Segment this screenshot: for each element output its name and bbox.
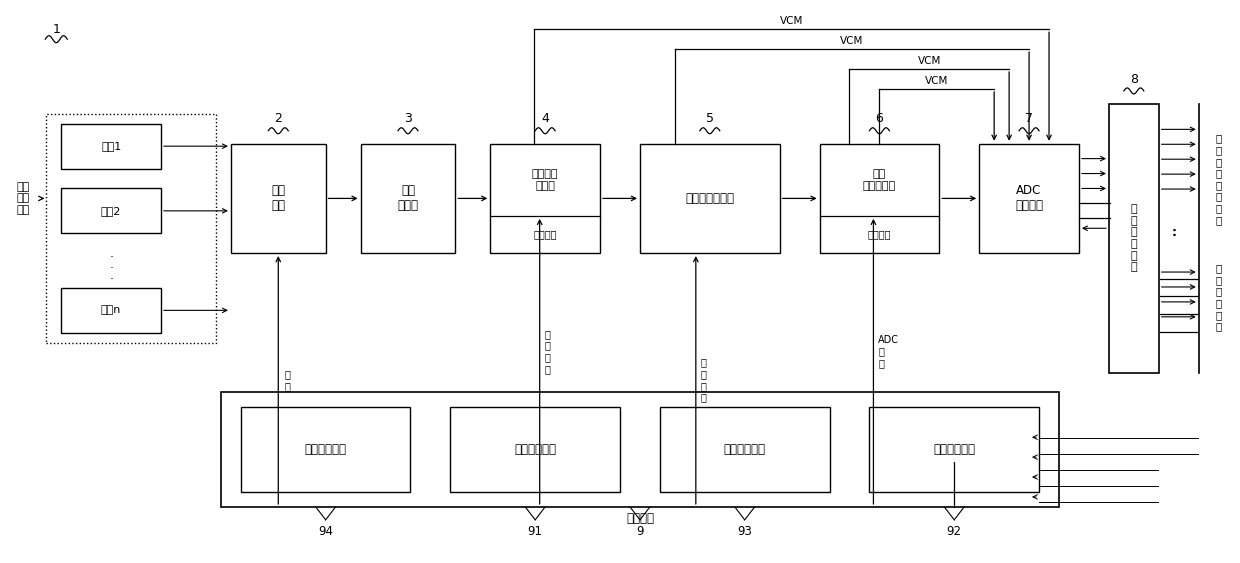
Text: 2: 2 [274,112,283,126]
Bar [1109,104,1159,373]
Bar [450,408,620,492]
Text: 第一调节单元: 第一调节单元 [515,443,557,456]
Text: 待测
信号
输入: 待测 信号 输入 [16,182,30,215]
Text: 第二调节单元: 第二调节单元 [934,443,975,456]
Bar [61,288,161,333]
Text: 校准单元: 校准单元 [626,512,653,525]
Bar [869,408,1039,492]
Text: 93: 93 [738,525,753,538]
Text: VCM: VCM [841,36,864,46]
Text: :: : [1172,226,1177,239]
Bar [490,144,600,253]
Bar [980,144,1079,253]
Text: ADC
转换单元: ADC 转换单元 [1016,185,1043,212]
Text: 差
分
并
行
数
据
总
线: 差 分 并 行 数 据 总 线 [1215,133,1221,225]
Text: 单端转差
分电路: 单端转差 分电路 [532,169,558,191]
Text: 1: 1 [52,23,61,36]
Text: 7: 7 [1025,112,1033,126]
Bar [820,144,939,253]
Text: 第三调节单元: 第三调节单元 [724,443,766,456]
Text: 3: 3 [404,112,412,126]
Bar [221,392,1059,507]
Text: 第四调节单元: 第四调节单元 [305,443,347,456]
Bar [660,408,830,492]
Text: 6: 6 [875,112,883,126]
Text: 校准端口: 校准端口 [533,230,557,239]
Text: 选通
电路: 选通 电路 [272,185,285,212]
Text: 网络1: 网络1 [100,141,122,151]
Text: 8: 8 [1130,73,1138,86]
Text: 校准端口: 校准端口 [868,230,892,239]
Text: ·
·
·: · · · [109,251,113,285]
Text: VCM: VCM [925,76,949,86]
Bar [361,144,455,253]
Text: 串
行
数
据
总
线: 串 行 数 据 总 线 [1215,263,1221,331]
Text: ADC
调
节: ADC 调 节 [878,335,899,368]
Bar [61,189,161,233]
Text: 隔
离
通
信
单
元: 隔 离 通 信 单 元 [1131,204,1137,272]
Bar [640,144,780,253]
Text: VCM: VCM [918,56,941,66]
Text: 5: 5 [706,112,714,126]
Text: 4: 4 [541,112,549,126]
Text: 94: 94 [319,525,334,538]
Text: 网络2: 网络2 [100,206,122,216]
Text: VCM: VCM [780,16,804,26]
Text: 可控增益放大器: 可控增益放大器 [686,192,734,205]
Text: 差
级
调
节: 差 级 调 节 [544,329,551,374]
Text: 92: 92 [947,525,962,538]
Text: 9: 9 [636,525,644,538]
Text: 差分
低通滤波器: 差分 低通滤波器 [863,169,897,191]
Text: 91: 91 [528,525,543,538]
Bar [241,408,410,492]
Bar [46,114,216,343]
Text: 增
益
控
制: 增 益 控 制 [701,358,707,403]
Bar [231,144,326,253]
Bar [61,124,161,168]
Text: 网络n: 网络n [100,305,122,315]
Text: 选
控: 选 控 [284,369,290,391]
Text: 电压
跟随器: 电压 跟随器 [398,185,418,212]
